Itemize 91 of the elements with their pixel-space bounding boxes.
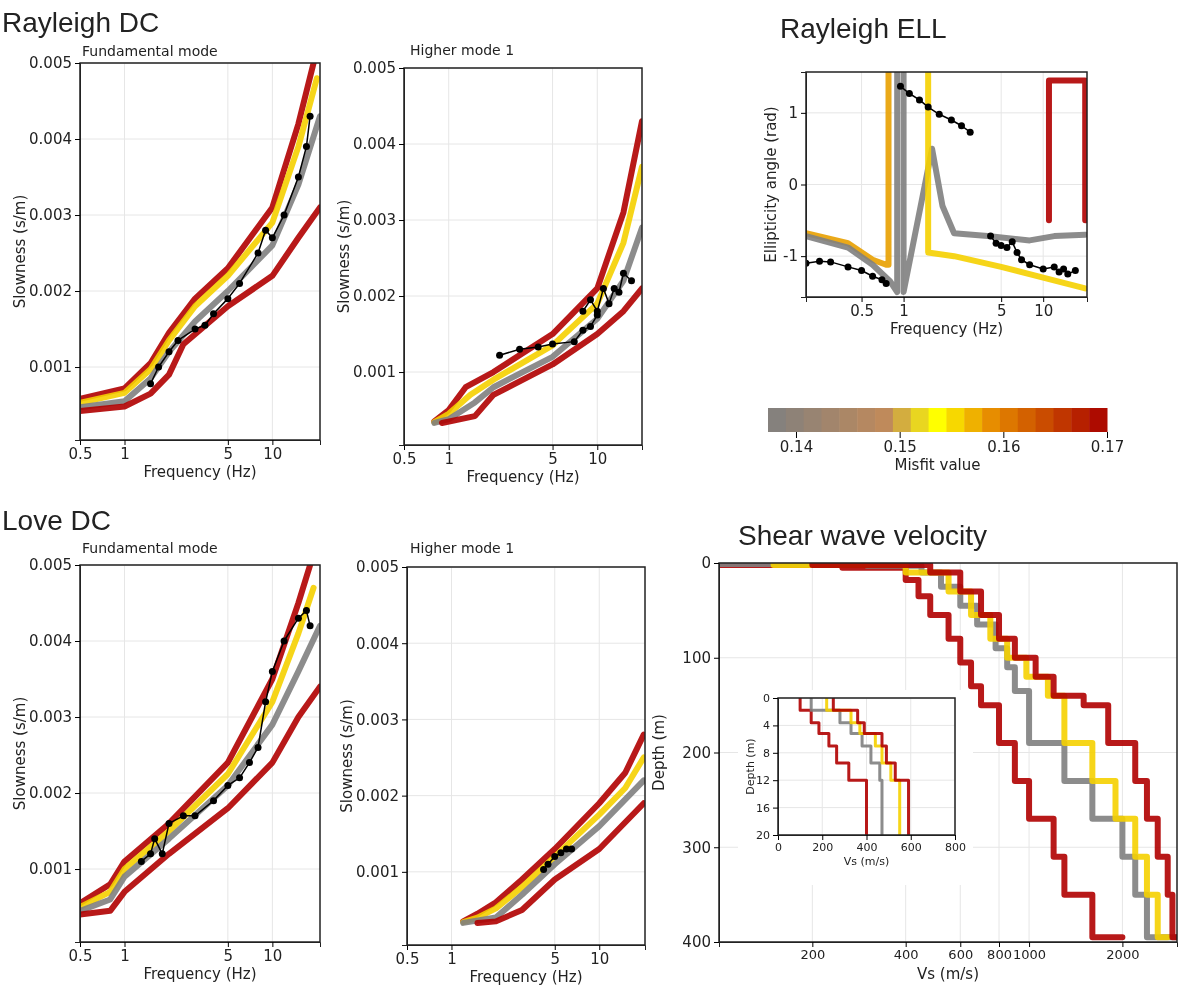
chart-title: Rayleigh DC xyxy=(2,7,160,38)
chart-title: Shear wave velocity xyxy=(738,520,988,551)
x-tick-label: 10 xyxy=(263,946,283,965)
x-axis-title: Vs (m/s) xyxy=(916,965,980,983)
x-tick-label: 0.5 xyxy=(850,301,874,320)
chart-title: Rayleigh ELL xyxy=(780,13,947,44)
y-axis-title: Slowness (s/m) xyxy=(335,199,353,314)
y-tick-label: 0.002 xyxy=(29,784,72,803)
chart-title: Love DC xyxy=(2,505,111,536)
y-tick-label: 0.003 xyxy=(353,211,396,230)
y-tick-label: 0.004 xyxy=(353,135,396,154)
y-tick-label: 100 xyxy=(682,649,711,668)
x-tick-label: 5 xyxy=(550,949,561,968)
y-tick-label: 0.002 xyxy=(356,786,399,805)
x-tick-label: 800 xyxy=(945,840,966,854)
x-axis-title: Frequency (Hz) xyxy=(889,320,1004,338)
x-axis-title: Frequency (Hz) xyxy=(469,968,583,986)
y-axis-title: Ellipticity angle (rad) xyxy=(762,106,780,263)
x-tick-label: 0.5 xyxy=(68,444,93,463)
chart-subtitle: Higher mode 1 xyxy=(410,42,515,58)
color-bar-label: 0.17 xyxy=(1090,437,1125,456)
x-tick-label: 0.5 xyxy=(68,946,93,965)
x-tick-label: 400 xyxy=(856,840,878,854)
y-tick-label: 0.001 xyxy=(356,863,399,882)
color-bar-label: 0.16 xyxy=(987,437,1021,456)
y-tick-label: 0.005 xyxy=(29,54,72,73)
y-tick-label: 0.003 xyxy=(356,710,399,729)
y-tick-label: 16 xyxy=(756,801,770,815)
y-tick-label: 0.004 xyxy=(29,130,72,149)
x-tick-label: 5 xyxy=(548,449,558,468)
y-tick-label: -1 xyxy=(783,247,798,266)
x-tick-label: 2000 xyxy=(1106,947,1140,963)
x-tick-label: 1 xyxy=(120,946,130,965)
y-tick-label: 0.005 xyxy=(353,59,396,78)
chart-subtitle: Fundamental mode xyxy=(82,540,218,556)
x-tick-label: 200 xyxy=(800,947,826,963)
chart-subtitle: Fundamental mode xyxy=(82,43,218,59)
y-axis-title: Slowness (s/m) xyxy=(338,699,356,813)
y-axis-title: Depth (m) xyxy=(744,738,757,795)
x-tick-label: 1000 xyxy=(1013,947,1047,963)
x-tick-label: 1 xyxy=(899,301,909,320)
y-tick-label: 0.001 xyxy=(353,363,396,382)
color-bar-label: 0.14 xyxy=(779,437,814,456)
y-axis-title: Slowness (s/m) xyxy=(11,696,29,811)
x-tick-label: 400 xyxy=(893,947,919,963)
y-tick-label: 8 xyxy=(763,746,770,760)
x-tick-label: 1 xyxy=(120,444,130,463)
y-tick-label: 0.002 xyxy=(29,282,72,301)
y-tick-label: 0.005 xyxy=(29,556,72,575)
x-axis-title: Frequency (Hz) xyxy=(466,468,580,486)
y-tick-label: 12 xyxy=(756,774,770,788)
color-bar-label: 0.15 xyxy=(883,437,917,456)
y-tick-label: 0 xyxy=(701,554,711,573)
y-tick-label: 300 xyxy=(682,838,711,857)
x-tick-label: 0 xyxy=(775,840,782,854)
y-tick-label: 0.001 xyxy=(29,860,72,879)
x-tick-label: 5 xyxy=(223,444,234,463)
x-tick-label: 600 xyxy=(900,840,922,854)
x-tick-label: 200 xyxy=(812,840,834,854)
y-tick-label: 0.003 xyxy=(29,708,72,727)
y-tick-label: 20 xyxy=(756,829,770,843)
y-tick-label: 0 xyxy=(788,175,798,194)
x-tick-label: 0.5 xyxy=(395,949,420,968)
x-tick-label: 5 xyxy=(996,301,1007,320)
y-tick-label: 200 xyxy=(682,743,711,762)
x-tick-label: 1 xyxy=(444,449,454,468)
x-tick-label: 10 xyxy=(588,449,608,468)
y-tick-label: 0.004 xyxy=(356,634,399,653)
x-tick-label: 0.5 xyxy=(392,449,417,468)
y-tick-label: 0.003 xyxy=(29,206,72,225)
x-axis-title: Frequency (Hz) xyxy=(143,965,257,983)
x-axis-title: Frequency (Hz) xyxy=(143,463,257,481)
x-tick-label: 10 xyxy=(590,949,610,968)
y-tick-label: 0.002 xyxy=(353,287,396,306)
y-tick-label: 1 xyxy=(788,104,798,123)
y-tick-label: 0 xyxy=(763,692,770,706)
x-tick-label: 800 xyxy=(987,947,1012,963)
y-tick-label: 0.005 xyxy=(356,558,399,577)
chart-subtitle: Higher mode 1 xyxy=(410,540,515,556)
y-axis-title: Slowness (s/m) xyxy=(11,194,29,309)
x-axis-title: Vs (m/s) xyxy=(843,855,890,868)
x-tick-label: 1 xyxy=(447,949,457,968)
x-tick-label: 10 xyxy=(263,444,283,463)
x-tick-label: 600 xyxy=(948,947,974,963)
x-tick-label: 5 xyxy=(223,946,234,965)
x-tick-label: 10 xyxy=(1034,301,1054,320)
y-tick-label: 4 xyxy=(763,719,770,733)
y-tick-label: 0.001 xyxy=(29,358,72,377)
color-bar-title: Misfit value xyxy=(894,456,981,474)
y-tick-label: 0.004 xyxy=(29,632,72,651)
y-axis-title: Depth (m) xyxy=(650,714,668,791)
